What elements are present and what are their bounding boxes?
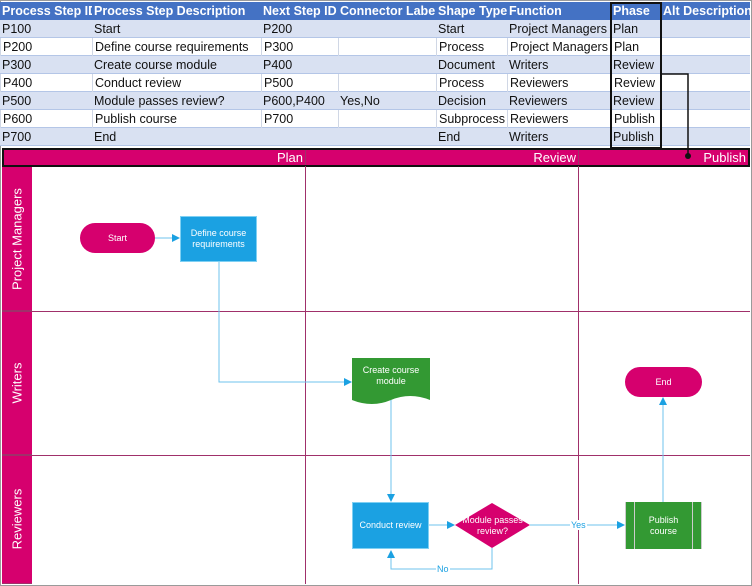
table-header-row: Process Step ID Process Step Description N…	[0, 2, 750, 20]
table-cell[interactable]: Yes,No	[340, 94, 380, 108]
shape-create-course-module[interactable]: Create course module	[352, 358, 430, 394]
table-cell[interactable]: P300	[2, 58, 32, 72]
table-cell[interactable]: Review	[613, 58, 654, 72]
table-cell[interactable]: Process	[436, 74, 507, 92]
shape-text: module	[376, 376, 406, 386]
table-cell[interactable]: Project Managers	[507, 38, 611, 56]
shape-module-passes-review[interactable]: Module passes review?	[455, 503, 530, 548]
shape-text: Create course	[362, 365, 420, 375]
table-row: P400 Conduct review P500 Process Reviewers Re…	[0, 74, 750, 92]
table-cell[interactable]: Review	[613, 94, 654, 108]
lane-divider	[2, 455, 750, 456]
table-cell[interactable]: Define course requirements	[92, 38, 261, 56]
table-cell[interactable]: Create course module	[94, 58, 217, 72]
connector-dot	[685, 153, 691, 159]
table-row: P500 Module passes review? P600,P400 Yes,No…	[0, 92, 750, 110]
connector-define-create	[218, 262, 352, 386]
highlight-connector	[661, 73, 689, 156]
table-cell[interactable]: P500	[261, 74, 338, 92]
table-cell[interactable]: Alt Description	[663, 4, 750, 18]
table-cell[interactable]: Publish course	[92, 110, 261, 128]
table-cell[interactable]	[338, 74, 436, 92]
table-row: P600 Publish course P700 Subprocess Reviewer…	[0, 110, 750, 128]
phase-publish: Publish	[703, 150, 746, 165]
table-cell[interactable]: Process Step Description	[94, 4, 246, 18]
shape-start[interactable]: Start	[80, 223, 155, 253]
table-cell[interactable]: P300	[261, 38, 338, 56]
table-row: P100 Start P200 Start Project Managers Plan	[0, 20, 750, 38]
lane-divider	[2, 311, 750, 312]
table-cell[interactable]: Reviewers	[509, 94, 568, 108]
shape-text: Define course	[190, 228, 247, 238]
table-row: P200 Define course requirements P300 Proces…	[0, 38, 750, 56]
table-cell[interactable]: P600,P400	[263, 94, 325, 108]
shape-text: Module passes	[462, 514, 523, 525]
shape-conduct-review[interactable]: Conduct review	[352, 502, 429, 549]
table-cell[interactable]: Function	[509, 4, 562, 18]
decision-shape	[455, 503, 530, 548]
table-cell[interactable]: Start	[94, 22, 121, 36]
table-cell[interactable]: End	[94, 130, 117, 144]
shape-text: Publish	[648, 514, 679, 525]
table-cell[interactable]: Next Step ID	[263, 4, 337, 18]
table-cell[interactable]: Conduct review	[92, 74, 261, 92]
table-cell[interactable]: Writers	[509, 130, 549, 144]
table-cell[interactable]: P100	[2, 22, 32, 36]
shape-text: course	[649, 525, 677, 536]
table-cell[interactable]: P400	[263, 58, 293, 72]
table-cell[interactable]: Writers	[509, 58, 549, 72]
table-cell[interactable]: Shape Type	[438, 4, 507, 18]
table-cell[interactable]: Reviewers	[507, 110, 611, 128]
phase-divider	[305, 166, 306, 584]
table-cell[interactable]: Plan	[613, 22, 639, 36]
table-cell[interactable]: Subprocess	[436, 110, 507, 128]
shape-define-course-requirements[interactable]: Define course requirements	[180, 216, 257, 262]
table-cell[interactable]: P200	[0, 38, 92, 56]
table-cell[interactable]: P600	[0, 110, 92, 128]
lane-reviewers: Reviewers	[2, 455, 32, 584]
phase-band: Plan Review Publish	[2, 148, 750, 167]
table-cell[interactable]: Connector Label	[340, 4, 436, 18]
table-cell[interactable]	[338, 110, 436, 128]
table-cell[interactable]: Process	[436, 38, 507, 56]
table-cell[interactable]: Project Managers	[509, 22, 607, 36]
table-cell[interactable]	[338, 38, 436, 56]
connector-label-no: No	[436, 564, 450, 574]
shape-text: review?	[476, 525, 508, 536]
table-cell[interactable]: End	[438, 130, 461, 144]
shape-publish-course[interactable]: Publish course	[625, 502, 702, 549]
table-cell[interactable]: Start	[438, 22, 465, 36]
table-cell[interactable]: P500	[2, 94, 32, 108]
table-cell[interactable]: Reviewers	[507, 74, 611, 92]
phase-review: Review	[306, 150, 579, 165]
shape-end[interactable]: End	[625, 367, 702, 397]
table-cell[interactable]: Decision	[438, 94, 486, 108]
table-cell[interactable]: P700	[261, 110, 338, 128]
connector-label-yes: Yes	[570, 520, 587, 530]
shape-text: requirements	[192, 239, 245, 249]
lane-project-managers: Project Managers	[2, 167, 32, 311]
table-row: P700 End End Writers Publish	[0, 128, 750, 146]
document-shape	[352, 358, 430, 404]
table-cell[interactable]: P700	[2, 130, 32, 144]
table-cell[interactable]: Module passes review?	[94, 94, 225, 108]
table-cell[interactable]: Phase	[613, 4, 650, 18]
phase-column-highlight	[610, 2, 662, 149]
lane-writers: Writers	[2, 311, 32, 455]
phase-divider	[578, 166, 579, 584]
table-cell[interactable]: Process Step ID	[2, 4, 92, 18]
phase-plan: Plan	[4, 150, 306, 165]
table-cell[interactable]: Document	[438, 58, 495, 72]
table-row: P300 Create course module P400 Document Writ…	[0, 56, 750, 74]
table-cell[interactable]: P200	[263, 22, 293, 36]
table-cell[interactable]: Publish	[613, 130, 654, 144]
table-cell[interactable]: P400	[0, 74, 92, 92]
